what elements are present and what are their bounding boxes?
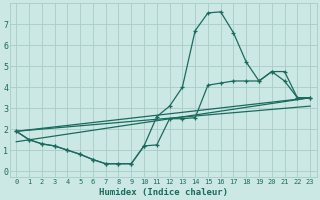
X-axis label: Humidex (Indice chaleur): Humidex (Indice chaleur) xyxy=(99,188,228,197)
